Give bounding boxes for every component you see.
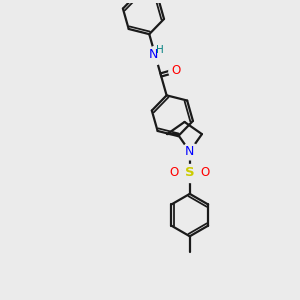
Text: N: N <box>185 145 194 158</box>
Text: O: O <box>172 64 181 77</box>
Text: O: O <box>170 166 179 179</box>
Text: N: N <box>149 48 158 61</box>
Text: S: S <box>185 166 195 179</box>
Text: H: H <box>156 45 164 55</box>
Text: O: O <box>200 166 210 179</box>
